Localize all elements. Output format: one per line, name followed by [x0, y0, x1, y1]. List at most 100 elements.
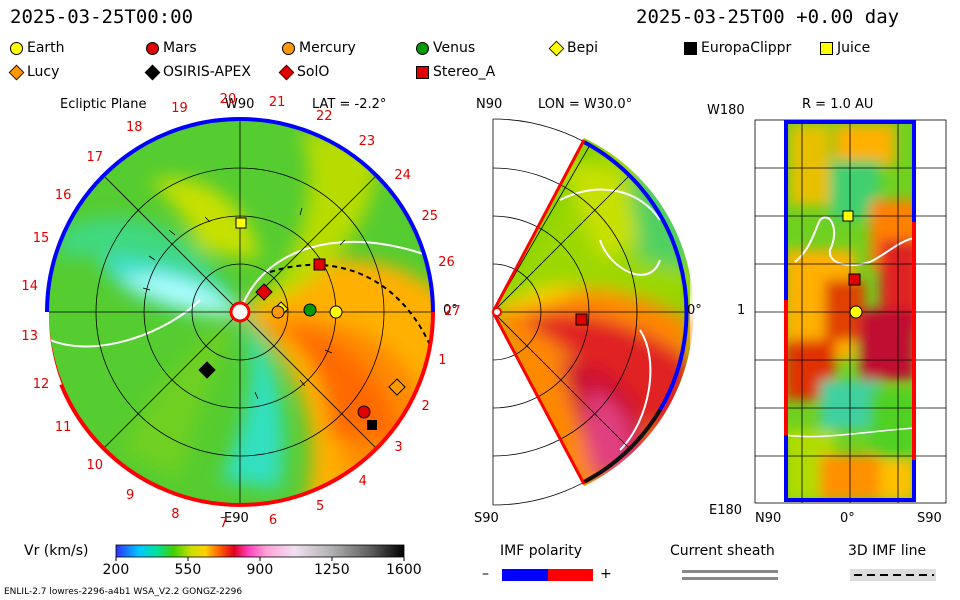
- square-icon: [820, 41, 833, 55]
- square-icon: [416, 65, 429, 79]
- venus-marker: [303, 303, 317, 317]
- ecliptic-bottom-label: E90: [224, 511, 249, 526]
- ecliptic-right-label: 0°: [443, 303, 458, 318]
- hour-label: 5: [315, 498, 325, 514]
- legend-item: SolO: [278, 64, 330, 80]
- stereo-a-marker-map: [848, 273, 861, 286]
- imf-positive-swatch: [548, 569, 593, 581]
- meridional-bottom-label: S90: [474, 511, 499, 526]
- legend-label: Juice: [837, 40, 871, 56]
- legend-item: Venus: [416, 40, 475, 56]
- colorbar-tick-label: 550: [174, 562, 202, 578]
- ecliptic-top-label: W90: [225, 97, 255, 112]
- hour-label: 17: [86, 149, 104, 165]
- sheath-line-1: [682, 570, 778, 573]
- hour-label: 15: [32, 231, 50, 247]
- mars-marker: [357, 405, 371, 419]
- map-top-label: W180: [707, 103, 745, 118]
- meridional-right-label: 0°: [687, 303, 702, 318]
- hour-label: 10: [86, 458, 104, 474]
- sheath-line-2: [682, 577, 778, 580]
- legend-label: Lucy: [27, 64, 60, 80]
- datetime-label: 2025-03-25T00:00: [10, 6, 194, 28]
- hour-label: 2: [421, 399, 430, 415]
- hour-label: 19: [171, 100, 188, 116]
- imf-minus: –: [482, 566, 489, 582]
- stereo-a-marker-meridional: [575, 313, 588, 326]
- legend-label: Mars: [163, 40, 197, 56]
- osiris-apex-marker: [198, 361, 216, 379]
- hour-label: 20: [219, 92, 237, 108]
- hour-label: 26: [438, 255, 455, 271]
- mercury-marker: [271, 305, 285, 319]
- meridional-lon: LON = W30.0°: [538, 97, 633, 112]
- circle-icon: [146, 41, 159, 55]
- legend-item: Bepi: [548, 40, 598, 56]
- map-radius: R = 1.0 AU: [802, 97, 874, 112]
- ecliptic-lat: LAT = -2.2°: [312, 97, 387, 112]
- colorbar-tick-label: 900: [246, 562, 274, 578]
- legend-item: Mars: [146, 40, 197, 56]
- imf-title: IMF polarity: [500, 543, 583, 559]
- legend-label: Stereo_A: [433, 64, 496, 80]
- hour-label: 21: [268, 95, 286, 111]
- imf3d-title: 3D IMF line: [848, 543, 927, 559]
- legend-label: Bepi: [567, 40, 598, 56]
- meridional-panel: [491, 118, 690, 506]
- hour-label: 22: [315, 109, 333, 125]
- legend-label: OSIRIS-APEX: [163, 64, 251, 80]
- offset-label: 2025-03-25T00 +0.00 day: [636, 6, 900, 28]
- hour-label: 7: [219, 515, 228, 531]
- europa-clipper-marker: [367, 420, 377, 430]
- ecliptic-title: Ecliptic Plane: [60, 97, 147, 112]
- lucy-marker: [388, 378, 406, 396]
- juice-marker-map: [842, 210, 854, 222]
- hour-label: 9: [126, 487, 135, 503]
- legend-label: Venus: [433, 40, 476, 56]
- vr-colorbar: [115, 544, 405, 558]
- legend-label: SolO: [297, 64, 330, 80]
- map-mid-label: 1: [737, 303, 746, 318]
- hour-label: 24: [394, 167, 411, 183]
- hour-label: 11: [54, 420, 72, 436]
- legend-item: Mercury: [282, 40, 356, 56]
- solo-marker: [255, 283, 273, 301]
- legend-item: Earth: [10, 40, 65, 56]
- circle-icon: [282, 41, 295, 55]
- meridional-top-label: N90: [476, 97, 503, 112]
- colorbar-tick-label: 1600: [386, 562, 422, 578]
- imf-plus: +: [600, 566, 612, 582]
- hour-label: 1: [438, 352, 447, 368]
- hour-label: 16: [54, 187, 72, 203]
- circle-icon: [10, 41, 23, 55]
- hour-label: 18: [126, 120, 143, 136]
- stereo-a-marker: [313, 258, 326, 271]
- colorbar-tick-label: 200: [102, 562, 130, 578]
- legend-item: Juice: [820, 40, 870, 56]
- hour-label: 6: [268, 512, 278, 528]
- hour-label: 12: [32, 376, 50, 392]
- earth-marker: [329, 305, 343, 319]
- earth-marker-map: [849, 305, 863, 319]
- juice-marker: [235, 217, 247, 229]
- footer-run-info: ENLIL-2.7 lowres-2296-a4b1 WSA_V2.2 GONG…: [4, 587, 243, 597]
- square-icon: [684, 41, 697, 55]
- legend-item: Lucy: [8, 64, 60, 80]
- sheath-title: Current sheath: [670, 543, 775, 559]
- map-x-left: N90: [755, 511, 782, 526]
- legend-item: EuropaClippr: [684, 40, 791, 56]
- map-x-right: S90: [917, 511, 942, 526]
- hour-label: 8: [171, 507, 180, 523]
- legend-label: Mercury: [299, 40, 356, 56]
- spacecraft-markers: [198, 210, 863, 430]
- hour-label: 23: [358, 133, 376, 149]
- imf-negative-swatch: [502, 569, 548, 581]
- map-bottom-label: E180: [709, 503, 743, 518]
- legend-item: OSIRIS-APEX: [144, 64, 251, 80]
- hour-label: 27: [444, 304, 461, 319]
- colorbar-title: Vr (km/s): [24, 543, 89, 559]
- legend-label: Earth: [27, 40, 65, 56]
- hour-label: 3: [394, 440, 403, 456]
- hour-label: 13: [21, 328, 38, 344]
